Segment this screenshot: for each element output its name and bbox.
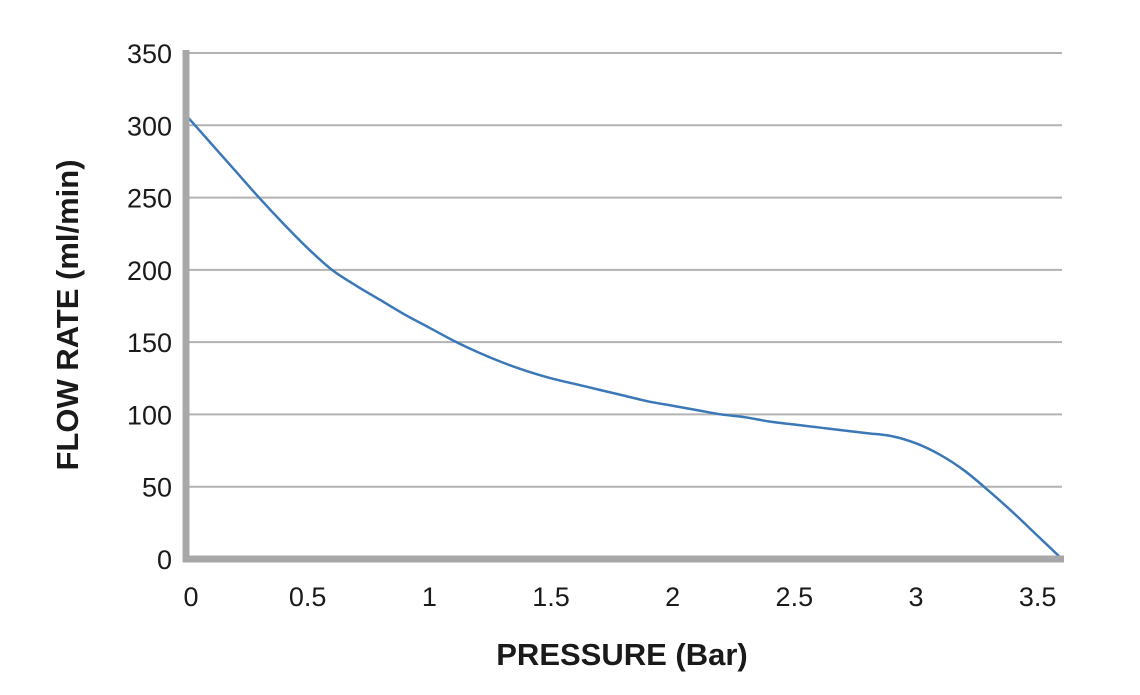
y-tick-label: 50 [142, 473, 172, 503]
x-tick-labels: 0 0.5 1 1.5 2 2.5 3 3.5 [183, 582, 1056, 612]
x-tick-label: 3 [908, 582, 923, 612]
x-axis-title: PRESSURE (Bar) [496, 637, 748, 672]
x-tick-label: 0 [183, 582, 198, 612]
gridlines [186, 52, 1062, 488]
y-tick-labels: 0 50 100 150 200 250 300 350 [127, 39, 172, 575]
axes [182, 50, 1064, 563]
y-tick-label: 150 [127, 328, 172, 358]
x-tick-label: 0.5 [289, 582, 327, 612]
y-tick-label: 0 [157, 545, 172, 575]
x-tick-label: 1 [422, 582, 437, 612]
y-tick-label: 300 [127, 111, 172, 141]
y-tick-label: 350 [127, 39, 172, 69]
x-tick-label: 3.5 [1019, 582, 1057, 612]
x-tick-label: 2.5 [776, 582, 814, 612]
series-line [184, 113, 1064, 561]
series-layer [184, 113, 1064, 561]
y-axis-title: FLOW RATE (ml/min) [50, 159, 85, 470]
x-tick-label: 1.5 [532, 582, 570, 612]
x-tick-label: 2 [665, 582, 680, 612]
y-tick-label: 100 [127, 400, 172, 430]
y-tick-label: 200 [127, 256, 172, 286]
y-tick-label: 250 [127, 184, 172, 214]
